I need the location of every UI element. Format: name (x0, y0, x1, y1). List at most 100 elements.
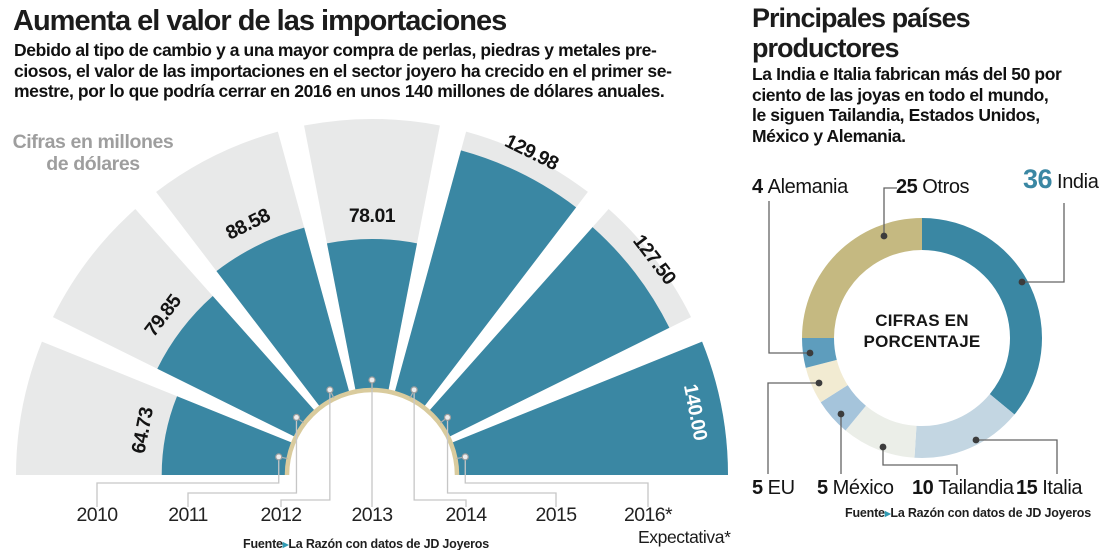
source-arrow-icon: ▸ (884, 508, 891, 520)
subtitle-line-2: ciosos, el valor de las importaciones en… (14, 60, 672, 81)
year-label-2012: 2012 (261, 504, 302, 526)
donut-leader-dot-India (1018, 278, 1026, 286)
donut-label-name-EU: EU (767, 477, 795, 499)
donut-label-value-India: 36 (1023, 164, 1053, 194)
year-label-2015: 2015 (536, 504, 578, 526)
unit-note-line-1: Cifras en millones (12, 131, 174, 153)
fan-bar-2016* (450, 341, 728, 475)
fan-bar-2014 (394, 150, 577, 408)
left-chart-title: Aumenta el valor de las importaciones (13, 5, 507, 37)
year-label-2013: 2013 (352, 504, 393, 526)
donut-leader-Alemania (768, 201, 810, 354)
year-label-2014: 2014 (446, 504, 488, 526)
donut-label-value-Italia: 15 (1016, 477, 1038, 499)
fan-bar-2015 (428, 227, 670, 438)
right-source-prefix: Fuente (845, 506, 885, 520)
fan-bar-2011 (157, 296, 316, 438)
donut-label-value-EU: 5 (752, 477, 763, 499)
marker-stem (440, 418, 446, 424)
marker-stem (409, 392, 414, 399)
donut-leader-dot-Tailandia (879, 443, 887, 451)
donut-center-line-1: CIFRAS EN (875, 311, 969, 330)
donut-leader-EU (767, 382, 819, 474)
year-label-2011: 2011 (168, 504, 208, 526)
donut-slice-Tailandia (845, 405, 917, 458)
expectation-note: Expectativa* (638, 527, 731, 547)
left-source-prefix: Fuente (243, 537, 283, 550)
year-leader-2010 (96, 456, 280, 507)
arc-marker (410, 386, 418, 394)
donut-leader-Otros (883, 187, 897, 236)
marker-stem (298, 418, 304, 424)
donut-label-name-India: India (1057, 171, 1099, 193)
left-source: Fuente▸La Razón con datos de JD Joyeros (236, 537, 496, 550)
description-line-1: La India e Italia fabrican más del 50 po… (752, 64, 1062, 84)
right-chart-description: La India e Italia fabrican más del 50 po… (752, 64, 1062, 146)
arc-marker (368, 376, 376, 384)
donut-slice-Alemania (802, 338, 837, 368)
donut-label-name-Otros: Otros (922, 176, 970, 198)
donut-label-name-Italia: Italia (1042, 477, 1083, 499)
arc-marker (292, 413, 301, 421)
fan-bar-2010 (161, 396, 294, 475)
donut-center-line-2: PORCENTAJE (863, 332, 981, 351)
marker-stem (330, 392, 335, 399)
donut-leader-Tailandia (882, 447, 958, 475)
donut-label-Otros: 25 Otros (896, 176, 970, 199)
donut-label-Alemania: 4 Alemania (752, 176, 848, 199)
subtitle-line-3: mestre, por lo que podría cerrar en 2016… (14, 81, 665, 101)
donut-leader-dot-México (837, 410, 845, 418)
donut-leader-dot-Italia (972, 436, 980, 444)
donut-label-Italia: 15 Italia (1016, 477, 1083, 500)
source-arrow-icon: ▸ (282, 539, 289, 550)
donut-label-India: 36 India (1023, 164, 1099, 195)
donut-leader-Italia (976, 439, 1058, 474)
donut-label-value-Tailandia: 10 (912, 477, 934, 499)
donut-leader-dot-Alemania (806, 349, 814, 357)
donut-leader-dot-Otros (880, 232, 888, 240)
donut-slice-EU (805, 359, 848, 403)
donut-slice-Italia (914, 394, 1015, 458)
year-label-2010: 2010 (77, 504, 119, 526)
subtitle-line-1: Debido al tipo de cambio y a una mayor c… (14, 40, 657, 60)
donut-slice-Otros (802, 218, 922, 338)
donut-label-name-México: México (832, 477, 894, 499)
right-source: Fuente▸La Razón con datos de JD Joyeros (841, 506, 1091, 520)
donut-leader-India (1022, 203, 1065, 283)
donut-label-name-Tailandia: Tailandia (938, 477, 1014, 499)
year-leader-2011 (187, 417, 298, 507)
donut-label-value-México: 5 (817, 477, 828, 499)
fan-bar-2013 (326, 238, 418, 392)
producers-donut-chart (767, 187, 1065, 475)
year-leader-2012 (280, 389, 331, 507)
description-line-4: México y Alemania. (752, 125, 906, 146)
donut-label-value-Otros: 25 (896, 176, 918, 198)
donut-label-EU: 5 EU (752, 477, 795, 500)
donut-label-value-Alemania: 4 (752, 176, 763, 198)
year-leader-2014 (413, 389, 467, 507)
right-source-text: La Razón con datos de JD Joyeros (890, 506, 1091, 520)
marker-stem (281, 456, 288, 460)
donut-leader-dot-EU (815, 379, 823, 387)
donut-slice-India (922, 218, 1042, 415)
arc-marker (461, 453, 469, 461)
arc-marker (275, 453, 283, 461)
arc-marker (443, 413, 452, 421)
fan-bar-2012 (216, 227, 350, 408)
value-label-2013: 78.01 (349, 205, 396, 227)
right-title-line-2: productores (752, 33, 900, 63)
year-label-2016*: 2016* (624, 504, 673, 526)
unit-note: Cifras en millones de dólares (12, 131, 174, 175)
imports-fan-chart: 201064.73201179.85201288.58201378.012014… (16, 119, 728, 526)
donut-label-name-Alemania: Alemania (767, 176, 849, 198)
left-source-text: La Razón con datos de JD Joyeros (288, 537, 489, 550)
year-leader-2015 (446, 417, 557, 507)
right-title-line-1: Principales países (752, 3, 971, 33)
donut-label-México: 5 México (817, 477, 894, 500)
donut-label-Tailandia: 10 Tailandia (912, 477, 1014, 500)
description-line-2: ciento de las joyas en todo el mundo, (752, 84, 1049, 105)
description-line-3: le siguen Tailandia, Estados Unidos, (752, 105, 1040, 125)
donut-center-note: CIFRAS EN PORCENTAJE (842, 310, 1002, 352)
year-leader-2016* (464, 456, 649, 507)
